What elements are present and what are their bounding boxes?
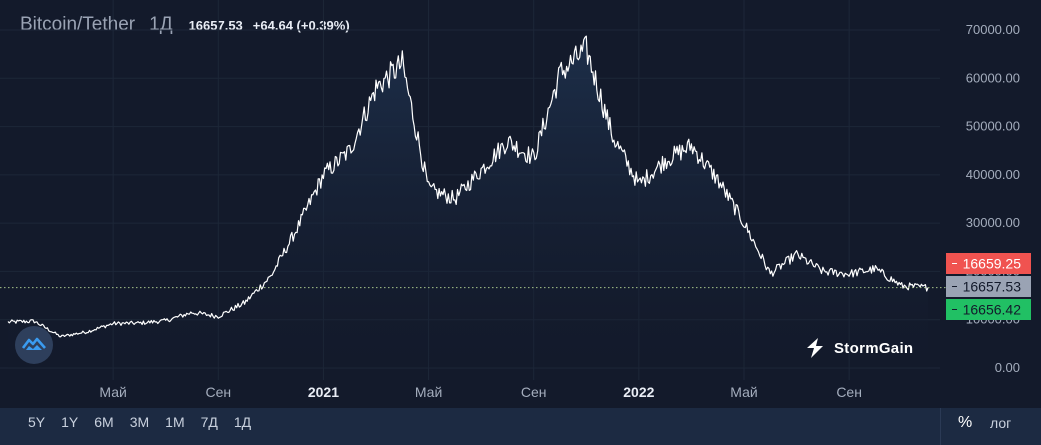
price-tag-label: 16657.53 — [963, 279, 1022, 295]
x-tick-label: Май — [730, 384, 757, 400]
series-layer — [0, 35, 946, 368]
stormgain-logo-icon — [804, 337, 826, 359]
price-tag-last: 16657.53 — [946, 276, 1031, 297]
x-tick-label: Сен — [205, 384, 231, 400]
x-tick-label: Сен — [521, 384, 547, 400]
range-3m[interactable]: 3M — [129, 414, 150, 430]
x-tick-label: Май — [99, 384, 126, 400]
y-tick-label: 50000.00 — [966, 119, 1020, 134]
stormgain-logo: StormGain — [804, 337, 913, 359]
price-tag-label: 16659.25 — [963, 256, 1022, 272]
range-1m[interactable]: 1M — [165, 414, 185, 430]
price-tags: 16659.25 16657.53 16656.42 — [946, 253, 1031, 320]
price-tag-ask: 16659.25 — [946, 253, 1031, 274]
series-line — [7, 35, 929, 338]
price-tag-bid: 16656.42 — [946, 299, 1031, 320]
range-5y[interactable]: 5Y — [28, 414, 46, 430]
x-tick-label: Май — [415, 384, 442, 400]
series-area — [8, 36, 928, 368]
x-axis: Май Сен 2021 Май Сен 2022 Май Сен — [99, 384, 862, 400]
y-tick-label: 40000.00 — [966, 167, 1020, 182]
y-axis: 70000.00 60000.00 50000.00 40000.00 30000.00… — [966, 22, 1020, 375]
bottom-toolbar: 5Y 1Y 6M 3M 1M 7Д 1Д % лог — [0, 408, 1041, 445]
y-tick-label: 30000.00 — [966, 215, 1020, 230]
y-tick-label: 70000.00 — [966, 22, 1020, 37]
logo-name: StormGain — [834, 339, 914, 357]
mountain-logo-icon — [21, 335, 46, 356]
x-tick-label: Сен — [836, 384, 862, 400]
range-7d[interactable]: 7Д — [200, 414, 218, 430]
percent-toggle[interactable]: % — [958, 414, 973, 431]
toolbar-divider — [940, 408, 941, 445]
range-selector: 5Y 1Y 6M 3M 1M 7Д 1Д — [28, 414, 267, 430]
price-change: +64.64 (+0.39%) — [252, 18, 350, 33]
range-1d[interactable]: 1Д — [233, 414, 252, 430]
x-tick-label: 2021 — [308, 384, 339, 400]
current-price: 16657.53 — [188, 18, 243, 33]
y-tick-label: 0.00 — [995, 360, 1020, 375]
range-6m[interactable]: 6M — [94, 414, 114, 430]
range-1y[interactable]: 1Y — [61, 414, 79, 430]
price-tag-label: 16656.42 — [963, 302, 1022, 318]
chart-badge[interactable] — [15, 326, 53, 364]
y-tick-label: 60000.00 — [966, 70, 1020, 85]
log-toggle[interactable]: лог — [990, 415, 1012, 431]
x-tick-label: 2022 — [623, 384, 654, 400]
